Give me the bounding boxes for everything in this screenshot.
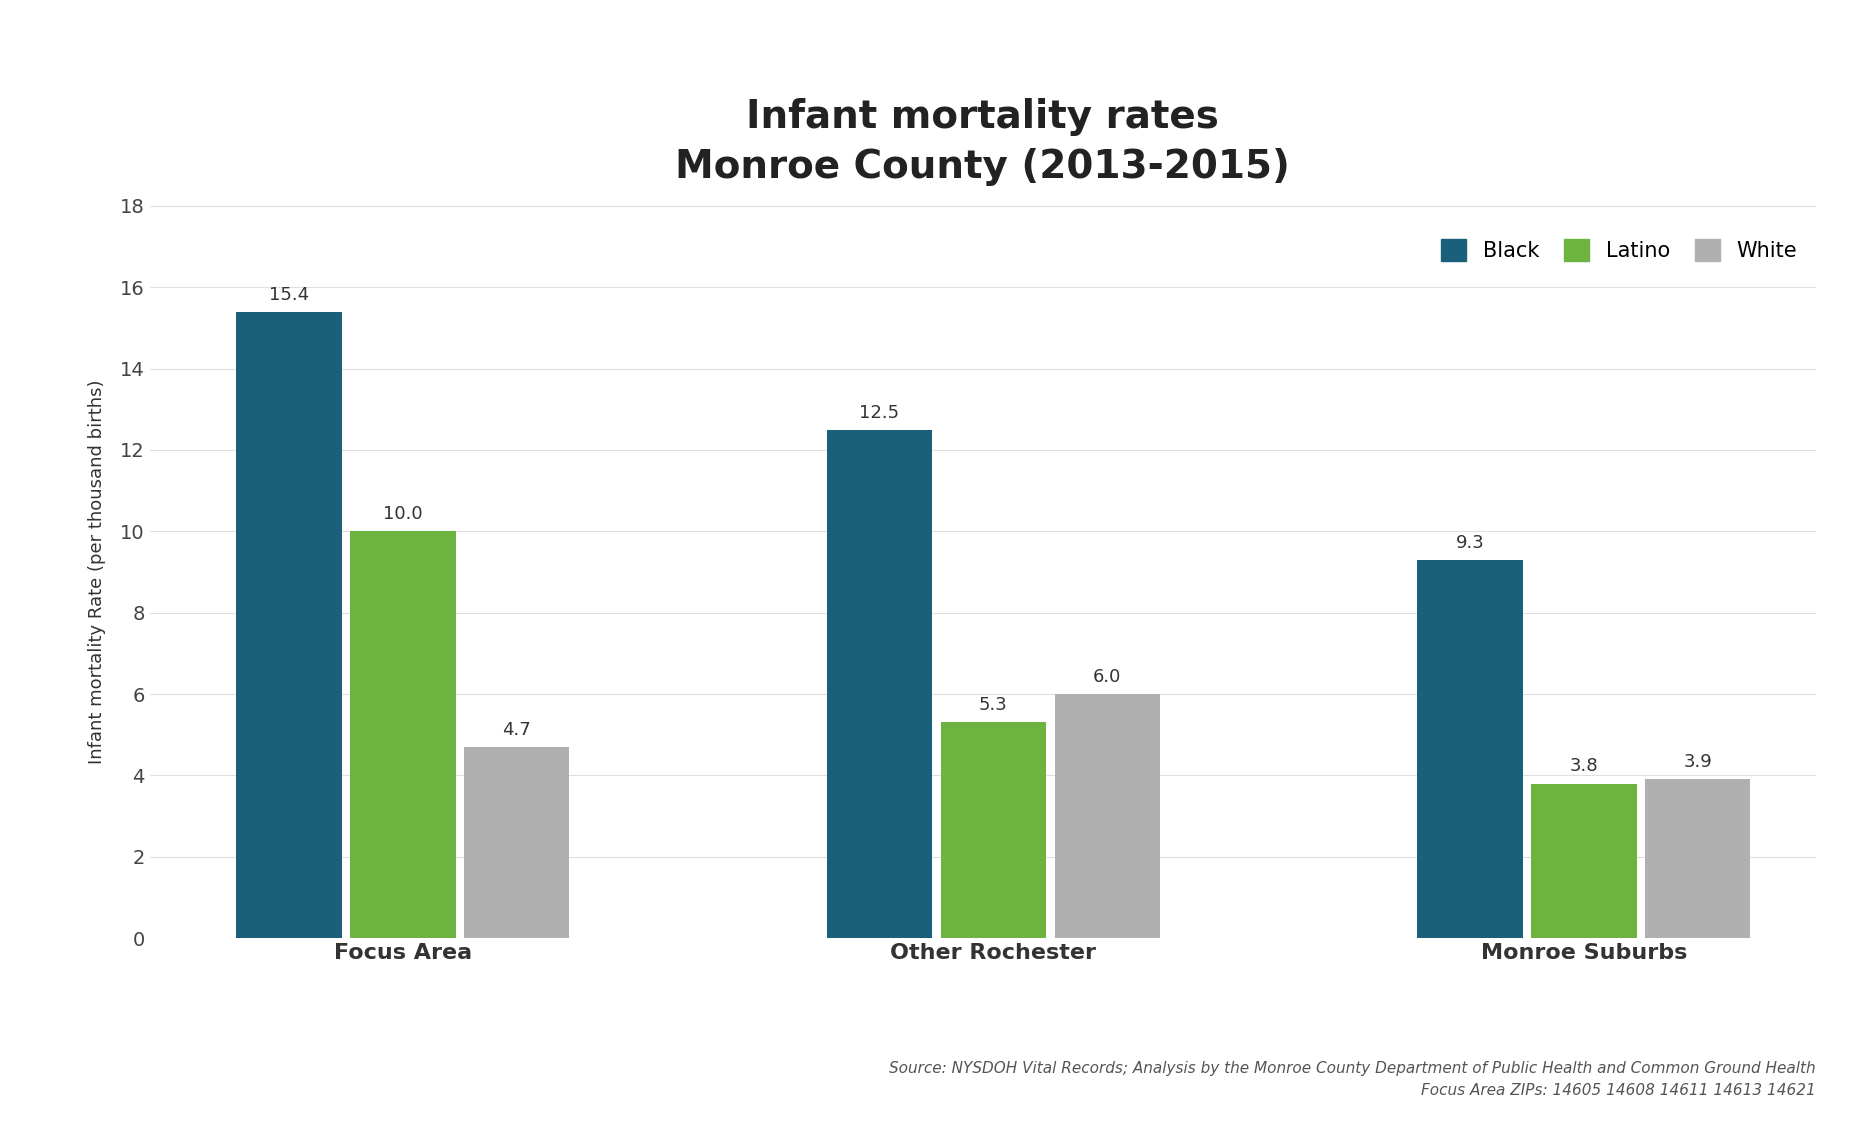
Text: 4.7: 4.7 bbox=[502, 721, 532, 739]
Bar bbox=[1417, 559, 1522, 938]
Text: 12.5: 12.5 bbox=[859, 404, 900, 421]
Text: 6.0: 6.0 bbox=[1093, 668, 1121, 686]
Text: 10.0: 10.0 bbox=[384, 506, 423, 523]
Bar bbox=[464, 747, 569, 938]
Legend: Black, Latino, White: Black, Latino, White bbox=[1432, 231, 1805, 269]
Bar bbox=[827, 430, 932, 938]
Y-axis label: Infant mortality Rate (per thousand births): Infant mortality Rate (per thousand birt… bbox=[88, 380, 107, 764]
Bar bbox=[1645, 779, 1750, 938]
Bar bbox=[1531, 784, 1636, 938]
Text: Source: NYSDOH Vital Records; Analysis by the Monroe County Department of Public: Source: NYSDOH Vital Records; Analysis b… bbox=[889, 1060, 1816, 1098]
Text: 15.4: 15.4 bbox=[270, 286, 309, 303]
Text: 9.3: 9.3 bbox=[1456, 533, 1484, 551]
Text: 3.9: 3.9 bbox=[1683, 753, 1713, 771]
Bar bbox=[940, 723, 1046, 938]
Text: 5.3: 5.3 bbox=[979, 697, 1007, 714]
Text: 3.8: 3.8 bbox=[1569, 757, 1599, 776]
Bar bbox=[236, 311, 343, 938]
Bar bbox=[1054, 694, 1161, 938]
Title: Infant mortality rates
Monroe County (2013-2015): Infant mortality rates Monroe County (20… bbox=[676, 98, 1290, 186]
Bar bbox=[350, 531, 455, 938]
